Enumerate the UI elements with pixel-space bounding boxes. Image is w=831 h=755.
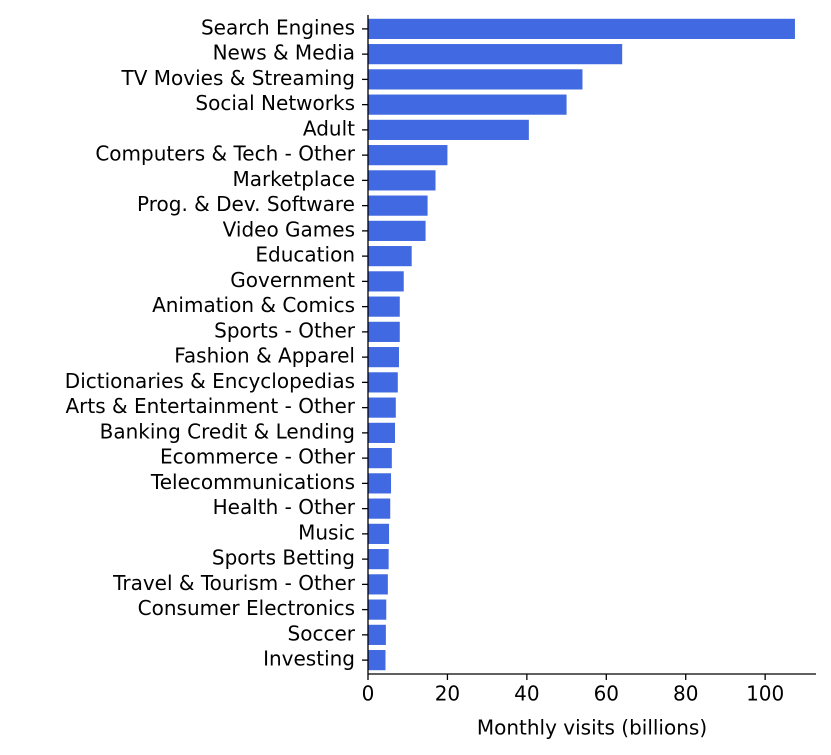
x-tick-label: 40 bbox=[514, 682, 539, 706]
y-tick-label: Computers & Tech - Other bbox=[95, 142, 355, 166]
bar bbox=[368, 624, 386, 645]
x-tick-label: 60 bbox=[594, 682, 619, 706]
y-tick-label: Sports - Other bbox=[214, 318, 356, 342]
y-tick-label: Search Engines bbox=[201, 15, 355, 39]
bar bbox=[368, 145, 448, 166]
bar bbox=[368, 650, 386, 671]
y-tick-label: TV Movies & Streaming bbox=[121, 66, 355, 90]
y-tick-label: Social Networks bbox=[195, 91, 355, 115]
bar bbox=[368, 220, 426, 241]
y-tick-label: Soccer bbox=[288, 621, 356, 645]
x-tick-label: 100 bbox=[746, 682, 784, 706]
bar bbox=[368, 473, 392, 494]
y-tick-label: Music bbox=[298, 520, 355, 544]
x-tick-label: 20 bbox=[435, 682, 460, 706]
y-tick-label: Adult bbox=[303, 116, 355, 140]
bar bbox=[368, 321, 400, 342]
y-tick-label: Sports Betting bbox=[212, 546, 355, 570]
y-tick-label: Video Games bbox=[223, 217, 355, 241]
bar bbox=[368, 574, 388, 595]
x-tick-label: 0 bbox=[362, 682, 375, 706]
x-axis-label: Monthly visits (billions) bbox=[477, 716, 707, 740]
bar bbox=[368, 498, 391, 519]
bar bbox=[368, 44, 623, 65]
bar bbox=[368, 448, 392, 469]
bar bbox=[368, 523, 390, 544]
y-tick-label: Government bbox=[230, 268, 355, 292]
bar bbox=[368, 195, 428, 216]
x-tick-label: 80 bbox=[673, 682, 698, 706]
y-tick-label: Marketplace bbox=[232, 167, 355, 191]
bar bbox=[368, 246, 412, 267]
bar bbox=[368, 94, 567, 115]
y-tick-label: Fashion & Apparel bbox=[174, 344, 355, 368]
y-tick-label: Ecommerce - Other bbox=[160, 445, 356, 469]
bar bbox=[368, 18, 795, 39]
y-tick-label: Investing bbox=[263, 647, 355, 671]
y-tick-label: Animation & Comics bbox=[152, 293, 355, 317]
bar bbox=[368, 170, 436, 191]
y-tick-label: Arts & Entertainment - Other bbox=[65, 394, 355, 418]
bar bbox=[368, 372, 398, 393]
bar bbox=[368, 549, 389, 570]
y-tick-label: Consumer Electronics bbox=[138, 596, 355, 620]
y-tick-label: Banking Credit & Lending bbox=[100, 419, 355, 443]
bar bbox=[368, 422, 396, 443]
bar bbox=[368, 69, 583, 90]
bar bbox=[368, 347, 399, 368]
bar bbox=[368, 296, 400, 317]
bar bbox=[368, 271, 404, 292]
y-tick-label: Telecommunications bbox=[150, 470, 355, 494]
y-tick-label: News & Media bbox=[213, 41, 355, 65]
y-tick-label: Prog. & Dev. Software bbox=[137, 192, 355, 216]
bar bbox=[368, 599, 387, 620]
y-tick-label: Travel & Tourism - Other bbox=[112, 571, 356, 595]
y-tick-label: Health - Other bbox=[213, 495, 356, 519]
y-tick-label: Dictionaries & Encyclopedias bbox=[65, 369, 355, 393]
y-tick-label: Education bbox=[255, 243, 355, 267]
bar bbox=[368, 397, 396, 418]
bar bbox=[368, 119, 529, 140]
